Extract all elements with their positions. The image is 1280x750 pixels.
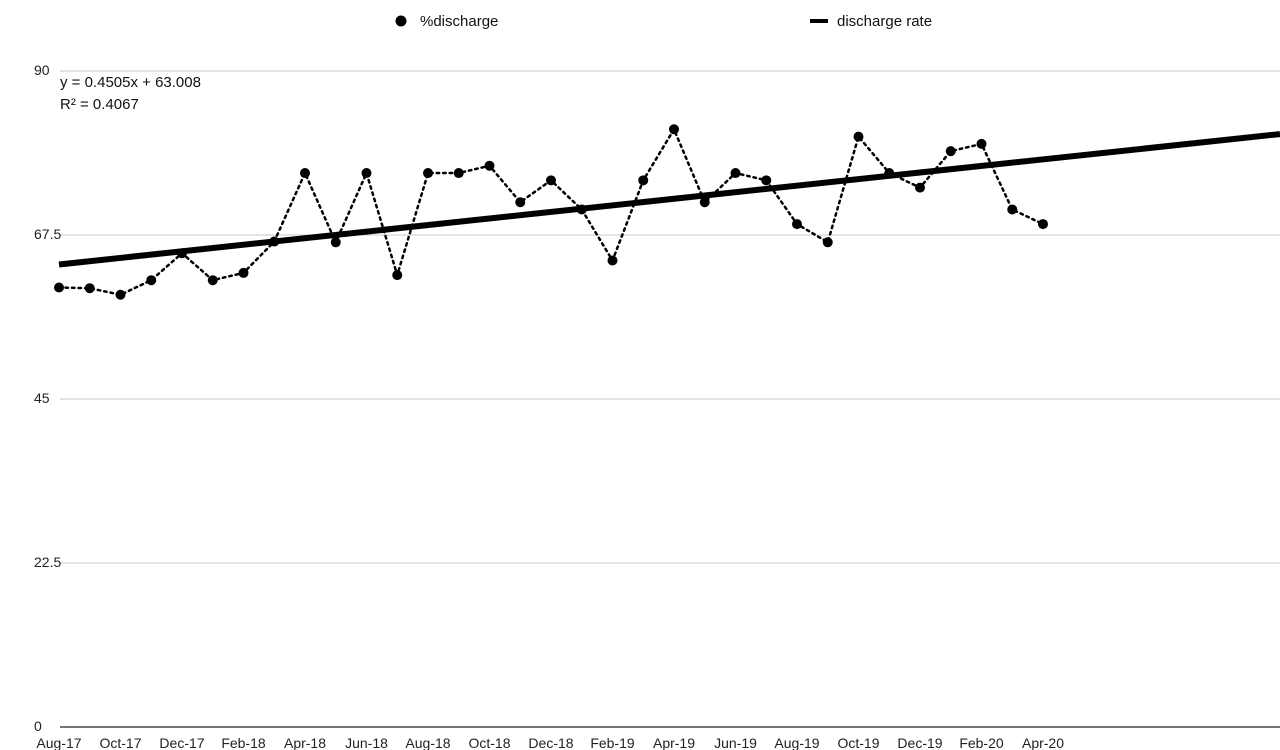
trendline-equation: y = 0.4505x + 63.008 xyxy=(60,74,201,91)
legend: %discharge discharge rate xyxy=(395,13,932,30)
data-point-discharge-percent xyxy=(822,237,833,248)
x-tick-label: Jun-19 xyxy=(714,735,757,750)
data-point-discharge-percent xyxy=(177,248,187,259)
data-point-discharge-percent xyxy=(146,275,157,286)
x-tick-label: Aug-19 xyxy=(774,735,819,750)
data-point-discharge-percent xyxy=(115,289,126,300)
x-tick-label: Oct-18 xyxy=(468,735,510,750)
y-tick-label: 67.5 xyxy=(34,226,61,242)
data-point-discharge-percent xyxy=(515,197,526,208)
data-point-discharge-percent xyxy=(576,204,587,215)
gridlines xyxy=(60,70,1280,728)
data-point-discharge-percent xyxy=(1007,204,1018,215)
x-tick-label: Jun-18 xyxy=(345,735,388,750)
x-tick-label: Apr-19 xyxy=(653,735,695,750)
x-tick-label: Aug-18 xyxy=(405,735,450,750)
x-tick-label: Feb-20 xyxy=(959,735,1004,750)
data-point-discharge-percent xyxy=(945,146,956,157)
trendline-discharge-rate xyxy=(58,131,1280,268)
data-point-discharge-percent xyxy=(392,270,403,281)
data-point-discharge-percent xyxy=(699,197,710,208)
data-point-discharge-percent xyxy=(915,182,925,193)
data-point-discharge-percent xyxy=(207,275,218,286)
y-axis-ticks: 0 22.5 45 67.5 90 xyxy=(34,62,61,734)
x-tick-label: Feb-18 xyxy=(221,735,266,750)
y-tick-label: 0 xyxy=(34,718,42,734)
data-point-discharge-percent xyxy=(1038,219,1048,230)
legend-label-discharge-rate: discharge rate xyxy=(837,13,932,30)
data-point-discharge-percent xyxy=(761,175,772,186)
data-point-discharge-percent xyxy=(638,175,649,186)
legend-marker-discharge-percent xyxy=(395,15,407,27)
data-point-discharge-percent xyxy=(976,138,987,149)
data-point-discharge-percent xyxy=(84,283,95,294)
x-tick-label: Dec-18 xyxy=(528,735,573,750)
data-point-discharge-percent xyxy=(330,237,341,248)
data-point-discharge-percent xyxy=(269,236,280,247)
data-point-discharge-percent xyxy=(546,175,556,186)
y-tick-label: 90 xyxy=(34,62,50,78)
x-tick-label: Oct-17 xyxy=(99,735,141,750)
data-point-discharge-percent xyxy=(730,168,741,179)
data-point-discharge-percent xyxy=(853,131,864,142)
data-point-discharge-percent xyxy=(423,168,433,179)
data-point-discharge-percent xyxy=(884,168,895,179)
x-tick-label: Oct-19 xyxy=(837,735,879,750)
data-point-discharge-percent xyxy=(54,282,64,293)
x-tick-label: Apr-18 xyxy=(284,735,326,750)
y-tick-label: 45 xyxy=(34,390,50,406)
trendline-r-squared: R² = 0.4067 xyxy=(60,96,139,113)
data-point-discharge-percent xyxy=(300,168,310,179)
legend-label-discharge-percent: %discharge xyxy=(420,13,498,30)
data-point-discharge-percent xyxy=(669,124,679,135)
data-point-discharge-percent xyxy=(792,219,802,230)
x-tick-label: Dec-17 xyxy=(159,735,204,750)
x-axis-ticks: Aug-17 Oct-17 Dec-17 Feb-18 Apr-18 Jun-18 Aug-… xyxy=(36,735,1064,750)
data-point-discharge-percent xyxy=(238,267,249,278)
legend-marker-discharge-rate xyxy=(810,19,828,23)
trendline-layer xyxy=(58,131,1280,268)
x-tick-label: Aug-17 xyxy=(36,735,81,750)
x-tick-label: Dec-19 xyxy=(897,735,942,750)
y-tick-label: 22.5 xyxy=(34,554,61,570)
data-point-discharge-percent xyxy=(484,160,495,171)
data-point-discharge-percent xyxy=(453,168,464,179)
data-point-discharge-percent xyxy=(607,255,618,266)
x-tick-label: Apr-20 xyxy=(1022,735,1064,750)
x-tick-label: Feb-19 xyxy=(590,735,635,750)
data-point-discharge-percent xyxy=(361,168,372,179)
series-layer xyxy=(54,124,1048,300)
